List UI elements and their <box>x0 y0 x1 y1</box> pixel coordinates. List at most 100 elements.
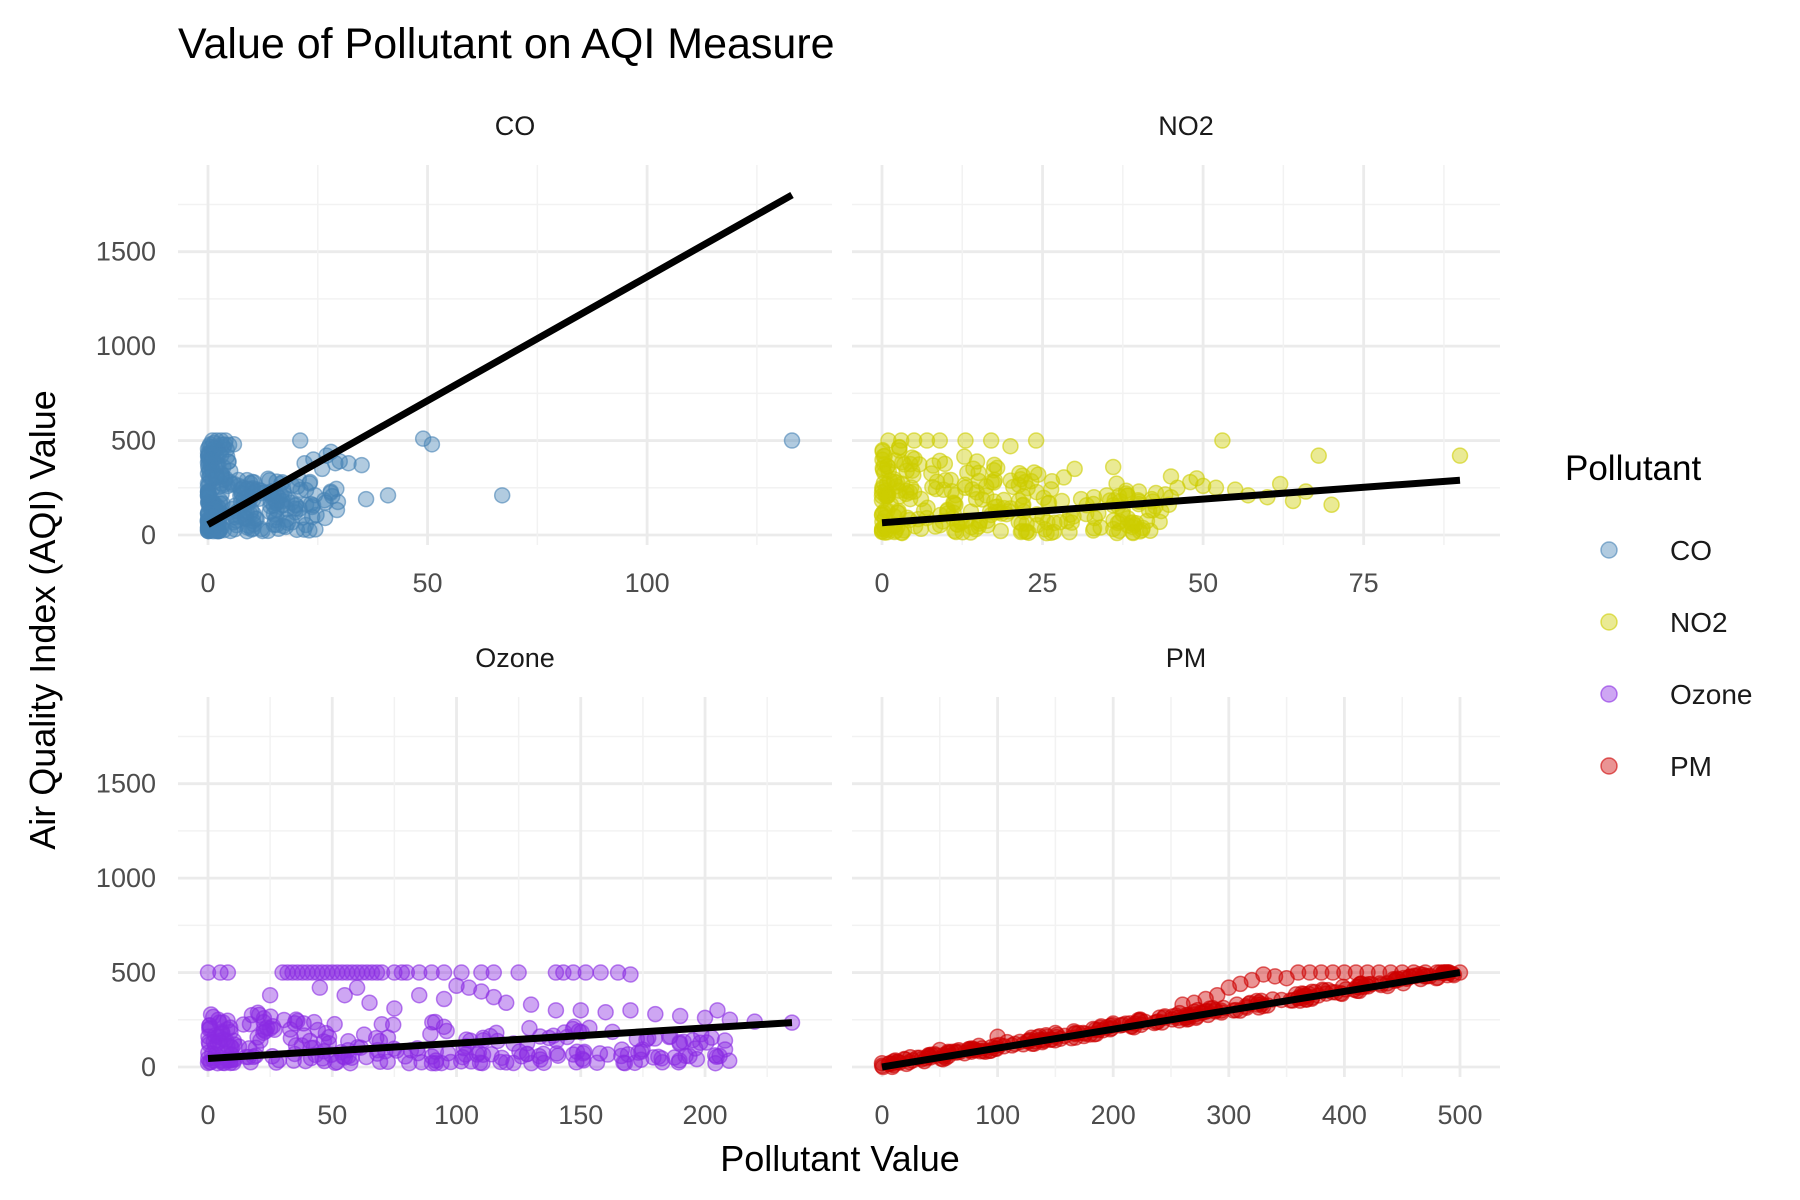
data-point <box>565 964 582 981</box>
data-point <box>1039 514 1056 531</box>
data-point <box>393 964 411 981</box>
data-point <box>410 964 428 981</box>
data-point <box>918 432 936 449</box>
data-point <box>783 432 801 449</box>
data-point <box>355 1026 373 1043</box>
data-point <box>1370 964 1388 981</box>
data-point <box>1013 522 1031 540</box>
strip-label-no2: NO2 <box>1158 111 1214 141</box>
data-point <box>985 474 1003 491</box>
legend-label-pm: PM <box>1670 751 1712 782</box>
trend-line-pm <box>881 969 1461 1071</box>
data-point <box>989 1028 1006 1046</box>
data-point <box>964 481 981 498</box>
data-point <box>1382 964 1399 981</box>
data-point <box>707 1054 724 1072</box>
legend-key-no2 <box>1600 613 1618 631</box>
data-point <box>348 979 366 996</box>
data-point <box>519 1045 536 1063</box>
data-point <box>671 1007 689 1025</box>
data-point <box>1451 447 1469 464</box>
data-point <box>442 1053 459 1071</box>
data-point <box>316 509 334 527</box>
data-point <box>927 480 945 498</box>
panel-pm: PM 0 100 200 300 400 500 <box>852 643 1500 1130</box>
data-point <box>609 964 627 981</box>
y-tick-label: 500 <box>111 426 156 456</box>
data-point <box>414 430 432 447</box>
data-point <box>708 1048 725 1066</box>
data-point <box>200 486 218 503</box>
data-point <box>228 516 245 534</box>
data-point <box>368 964 386 981</box>
x-axis-title: Pollutant Value <box>720 1138 960 1179</box>
data-point <box>1207 479 1225 497</box>
data-point <box>373 964 391 981</box>
x-tick-label: 100 <box>975 1100 1020 1130</box>
data-point <box>1066 460 1083 478</box>
data-point <box>435 990 453 1008</box>
data-point <box>1151 513 1168 531</box>
x-tick-label: 300 <box>1206 1100 1251 1130</box>
data-point <box>877 501 894 519</box>
data-point <box>357 490 375 508</box>
strip-label-pm: PM <box>1166 643 1207 673</box>
data-point <box>1313 964 1330 981</box>
data-point <box>1336 964 1353 981</box>
data-point <box>1117 485 1135 502</box>
data-point <box>261 986 279 1004</box>
data-point <box>326 1015 343 1033</box>
data-point <box>979 517 996 534</box>
data-point <box>295 1015 312 1032</box>
data-point <box>647 1005 664 1023</box>
data-point <box>893 524 911 542</box>
data-point <box>448 977 465 995</box>
data-point <box>296 1027 313 1044</box>
data-point <box>622 966 639 983</box>
chart-title: Value of Pollutant on AQI Measure <box>178 20 835 68</box>
points-co <box>199 430 801 540</box>
legend-label-co: CO <box>1670 535 1712 566</box>
data-point <box>591 1045 609 1062</box>
trend-line-ozone <box>207 1019 793 1062</box>
data-point <box>1018 523 1036 540</box>
legend-key-co <box>1600 541 1618 559</box>
data-point <box>1208 986 1226 1004</box>
y-tick-label: 1500 <box>96 237 156 267</box>
legend: Pollutant CO NO2 Ozone PM <box>1565 449 1753 782</box>
data-point <box>292 481 309 499</box>
legend-label-no2: NO2 <box>1670 607 1728 638</box>
data-point <box>435 1018 453 1036</box>
data-point <box>716 1032 734 1049</box>
data-point <box>353 456 370 474</box>
data-point <box>943 483 961 500</box>
data-point <box>199 964 217 981</box>
data-point <box>959 464 976 481</box>
data-point <box>398 964 416 981</box>
data-point <box>1359 964 1376 981</box>
data-point <box>597 1003 614 1021</box>
data-point <box>210 1011 227 1029</box>
data-point <box>266 1021 283 1039</box>
data-point <box>423 964 440 981</box>
data-point <box>1347 964 1365 981</box>
data-point <box>287 496 305 514</box>
data-point <box>903 462 921 479</box>
x-tick-label: 200 <box>1091 1100 1136 1130</box>
data-point <box>670 1054 687 1071</box>
data-point <box>373 1016 391 1033</box>
x-tick-label: 100 <box>625 568 670 598</box>
data-point <box>301 475 318 492</box>
data-point <box>510 964 527 981</box>
data-point <box>379 1029 397 1046</box>
data-point <box>311 979 329 996</box>
data-point <box>709 1002 726 1019</box>
x-tick-label: 0 <box>200 1100 215 1130</box>
data-point <box>222 522 239 540</box>
data-point <box>592 964 609 981</box>
data-point <box>1130 483 1148 500</box>
x-tick-label: 75 <box>1349 568 1379 598</box>
data-point <box>568 1043 586 1060</box>
